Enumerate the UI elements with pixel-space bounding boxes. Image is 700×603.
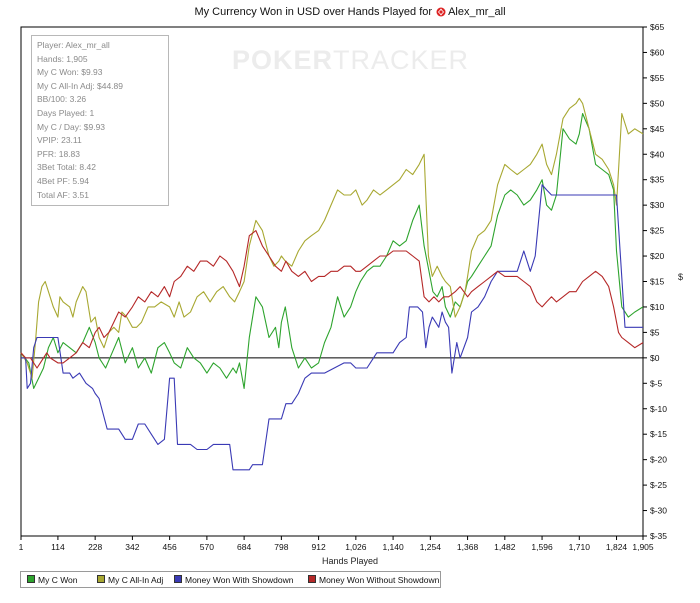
legend-swatch <box>27 575 35 583</box>
stats-line: My C Won: $9.93 <box>37 67 103 78</box>
stats-line: Total AF: 3.51 <box>37 189 89 200</box>
chart-title-text: My Currency Won in USD over Hands Played… <box>194 6 433 18</box>
legend-item: Money Won With Showdown <box>174 575 294 585</box>
x-tick-label: 1,026 <box>345 542 367 552</box>
plot-area: $65 $60 $55 $50 $45 $40 $35 $30 $25 $20 $15 $10 $5 $0… <box>19 22 668 552</box>
y-tick-label: $50 <box>650 98 664 108</box>
x-tick-label: 798 <box>274 542 288 552</box>
y-tick-label: $35 <box>650 175 664 185</box>
x-tick-label: 1,596 <box>531 542 553 552</box>
y-tick-label: $40 <box>650 149 664 159</box>
series-line-3 <box>20 230 644 369</box>
stats-line: BB/100: 3.26 <box>37 94 87 105</box>
x-tick-label: 1,824 <box>606 542 628 552</box>
x-tick-label: 684 <box>237 542 251 552</box>
y-tick-label: $-25 <box>650 480 667 490</box>
x-tick-label: 1,710 <box>569 542 591 552</box>
legend-item: Money Won Without Showdown <box>308 575 439 585</box>
stats-line: 3Bet Total: 8.42 <box>37 162 96 173</box>
y-tick-label: $10 <box>650 302 664 312</box>
x-tick-label: 1,482 <box>494 542 516 552</box>
player-icon <box>436 7 446 20</box>
legend-swatch <box>174 575 182 583</box>
pokertracker-logo: POKERTRACKER <box>232 45 470 75</box>
y-tick-label: $15 <box>650 277 664 287</box>
x-tick-label: 342 <box>125 542 139 552</box>
y-tick-label: $20 <box>650 251 664 261</box>
y-tick-label: $-30 <box>650 506 667 516</box>
x-tick-label: 114 <box>51 542 65 552</box>
y-tick-label: $5 <box>650 327 660 337</box>
stats-line: Days Played: 1 <box>37 107 95 118</box>
legend-label: My C Won <box>38 575 78 585</box>
y-tick-label: $-15 <box>650 429 667 439</box>
stats-box: Player: Alex_mr_all Hands: 1,905 My C Won:… <box>31 35 169 206</box>
series-line-0 <box>20 112 644 389</box>
chart-title: My Currency Won in USD over Hands Played… <box>0 6 700 20</box>
y-tick-label: $-35 <box>650 531 667 541</box>
y-tick-label: $30 <box>650 200 664 210</box>
x-tick-label: 1,254 <box>420 542 442 552</box>
y-tick-label: $55 <box>650 73 664 83</box>
legend: My C Won My C All-In Adj Money Won With Sh… <box>20 571 441 588</box>
stats-line: 4Bet PF: 5.94 <box>37 175 89 186</box>
player-name: Alex_mr_all <box>448 6 506 18</box>
y-axis-label: $ <box>678 272 684 282</box>
y-tick-label: $-20 <box>650 455 667 465</box>
stats-line: VPIP: 23.11 <box>37 135 82 146</box>
x-tick-label: 1,905 <box>632 542 654 552</box>
y-tick-label: $65 <box>650 22 664 32</box>
legend-label: Money Won Without Showdown <box>319 575 440 585</box>
legend-label: Money Won With Showdown <box>185 575 294 585</box>
stats-line: Player: Alex_mr_all <box>37 40 110 50</box>
y-tick-label: $25 <box>650 226 664 236</box>
y-tick-label: $45 <box>650 124 664 134</box>
legend-label: My C All-In Adj <box>108 575 164 585</box>
y-tick-label: $-10 <box>650 404 667 414</box>
legend-swatch <box>308 575 316 583</box>
legend-item: My C All-In Adj <box>97 575 163 585</box>
x-tick-label: 1 <box>19 542 24 552</box>
x-tick-label: 1,140 <box>382 542 404 552</box>
x-tick-label: 228 <box>88 542 102 552</box>
legend-swatch <box>97 575 105 583</box>
x-tick-label: 1,368 <box>457 542 479 552</box>
series-line-2 <box>21 184 643 471</box>
stats-line: My C / Day: $9.93 <box>37 121 106 132</box>
stats-line: PFR: 18.83 <box>37 148 80 159</box>
series-line-1 <box>20 97 644 379</box>
x-tick-label: 912 <box>312 542 326 552</box>
y-tick-label: $60 <box>650 47 664 57</box>
y-tick-label: $-5 <box>650 378 663 388</box>
y-tick-label: $0 <box>650 353 660 363</box>
stats-line: Hands: 1,905 <box>37 53 88 64</box>
x-tick-label: 456 <box>163 542 177 552</box>
x-axis-label: Hands Played <box>321 556 379 566</box>
legend-item: My C Won <box>27 575 78 585</box>
stats-line: My C All-In Adj: $44.89 <box>37 80 123 91</box>
x-tick-label: 570 <box>200 542 214 552</box>
